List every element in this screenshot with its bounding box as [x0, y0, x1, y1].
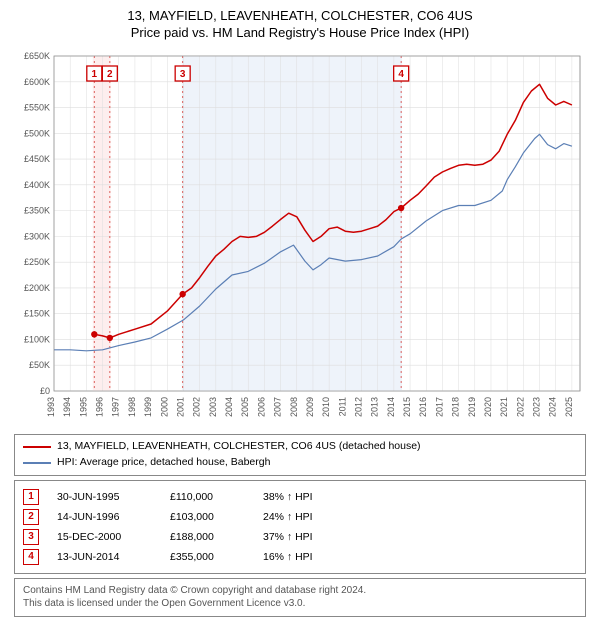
svg-text:2017: 2017 — [434, 397, 444, 417]
svg-text:£600K: £600K — [24, 77, 50, 87]
chart-title-block: 13, MAYFIELD, LEAVENHEATH, COLCHESTER, C… — [10, 8, 590, 40]
legend-label: 13, MAYFIELD, LEAVENHEATH, COLCHESTER, C… — [57, 439, 421, 455]
sale-date: 30-JUN-1995 — [57, 491, 152, 503]
svg-text:£200K: £200K — [24, 283, 50, 293]
sale-delta: 16% ↑ HPI — [263, 551, 353, 563]
svg-text:£650K: £650K — [24, 51, 50, 61]
sale-date: 13-JUN-2014 — [57, 551, 152, 563]
chart-svg: £0 £50K £100K £150K £200K £250K £300K £350K £400… — [10, 46, 590, 426]
title-subtitle: Price paid vs. HM Land Registry's House … — [10, 25, 590, 40]
sale-badge: 2 — [23, 509, 39, 525]
sales-row: 1 30-JUN-1995 £110,000 38% ↑ HPI — [23, 487, 577, 507]
svg-text:2021: 2021 — [499, 397, 509, 417]
sale-price: £355,000 — [170, 551, 245, 563]
svg-text:£350K: £350K — [24, 206, 50, 216]
legend-swatch — [23, 446, 51, 448]
legend: 13, MAYFIELD, LEAVENHEATH, COLCHESTER, C… — [14, 434, 586, 476]
svg-text:£500K: £500K — [24, 128, 50, 138]
sales-row: 3 15-DEC-2000 £188,000 37% ↑ HPI — [23, 527, 577, 547]
legend-label: HPI: Average price, detached house, Babe… — [57, 455, 270, 471]
sales-row: 4 13-JUN-2014 £355,000 16% ↑ HPI — [23, 547, 577, 567]
svg-text:1996: 1996 — [95, 397, 105, 417]
svg-text:2023: 2023 — [532, 397, 542, 417]
footer-attribution: Contains HM Land Registry data © Crown c… — [14, 578, 586, 617]
sale-date: 15-DEC-2000 — [57, 531, 152, 543]
svg-text:£50K: £50K — [29, 360, 50, 370]
svg-text:2016: 2016 — [418, 397, 428, 417]
svg-text:2003: 2003 — [208, 397, 218, 417]
svg-text:2020: 2020 — [483, 397, 493, 417]
svg-text:2018: 2018 — [451, 397, 461, 417]
svg-text:1995: 1995 — [78, 397, 88, 417]
svg-text:£150K: £150K — [24, 309, 50, 319]
svg-text:2013: 2013 — [370, 397, 380, 417]
svg-text:£300K: £300K — [24, 231, 50, 241]
svg-text:£100K: £100K — [24, 334, 50, 344]
svg-text:1997: 1997 — [111, 397, 121, 417]
svg-text:1994: 1994 — [62, 397, 72, 417]
sale-price: £188,000 — [170, 531, 245, 543]
sale-price: £110,000 — [170, 491, 245, 503]
svg-text:2002: 2002 — [192, 397, 202, 417]
svg-text:£250K: £250K — [24, 257, 50, 267]
svg-text:2001: 2001 — [175, 397, 185, 417]
sale-badge: 1 — [23, 489, 39, 505]
svg-text:£0: £0 — [40, 386, 50, 396]
footer-line: This data is licensed under the Open Gov… — [23, 597, 577, 611]
sale-delta: 24% ↑ HPI — [263, 511, 353, 523]
sales-table: 1 30-JUN-1995 £110,000 38% ↑ HPI 2 14-JUN-199… — [14, 480, 586, 574]
svg-text:2004: 2004 — [224, 397, 234, 417]
svg-text:1998: 1998 — [127, 397, 137, 417]
sale-price: £103,000 — [170, 511, 245, 523]
svg-text:2005: 2005 — [240, 397, 250, 417]
legend-swatch — [23, 462, 51, 464]
sale-date: 14-JUN-1996 — [57, 511, 152, 523]
sale-delta: 37% ↑ HPI — [263, 531, 353, 543]
svg-text:1999: 1999 — [143, 397, 153, 417]
svg-text:2019: 2019 — [467, 397, 477, 417]
svg-text:1: 1 — [92, 69, 98, 80]
svg-text:£550K: £550K — [24, 103, 50, 113]
chart-area: £0 £50K £100K £150K £200K £250K £300K £350K £400… — [10, 46, 590, 426]
svg-text:2: 2 — [107, 69, 113, 80]
svg-text:2022: 2022 — [515, 397, 525, 417]
svg-text:2025: 2025 — [564, 397, 574, 417]
svg-text:4: 4 — [398, 69, 404, 80]
svg-text:2014: 2014 — [386, 397, 396, 417]
svg-text:2000: 2000 — [159, 397, 169, 417]
svg-text:2015: 2015 — [402, 397, 412, 417]
sale-delta: 38% ↑ HPI — [263, 491, 353, 503]
sale-badge: 4 — [23, 549, 39, 565]
sales-row: 2 14-JUN-1996 £103,000 24% ↑ HPI — [23, 507, 577, 527]
svg-text:2009: 2009 — [305, 397, 315, 417]
svg-text:2012: 2012 — [354, 397, 364, 417]
sale-badge: 3 — [23, 529, 39, 545]
svg-text:£450K: £450K — [24, 154, 50, 164]
footer-line: Contains HM Land Registry data © Crown c… — [23, 584, 577, 598]
svg-text:1993: 1993 — [46, 397, 56, 417]
legend-item: HPI: Average price, detached house, Babe… — [23, 455, 577, 471]
svg-text:£400K: £400K — [24, 180, 50, 190]
svg-text:2010: 2010 — [321, 397, 331, 417]
title-address: 13, MAYFIELD, LEAVENHEATH, COLCHESTER, C… — [10, 8, 590, 23]
legend-item: 13, MAYFIELD, LEAVENHEATH, COLCHESTER, C… — [23, 439, 577, 455]
svg-text:2024: 2024 — [548, 397, 558, 417]
svg-text:2006: 2006 — [256, 397, 266, 417]
svg-text:2008: 2008 — [289, 397, 299, 417]
svg-text:3: 3 — [180, 69, 186, 80]
page-root: 13, MAYFIELD, LEAVENHEATH, COLCHESTER, C… — [0, 0, 600, 631]
svg-text:2007: 2007 — [273, 397, 283, 417]
svg-text:2011: 2011 — [337, 397, 347, 416]
